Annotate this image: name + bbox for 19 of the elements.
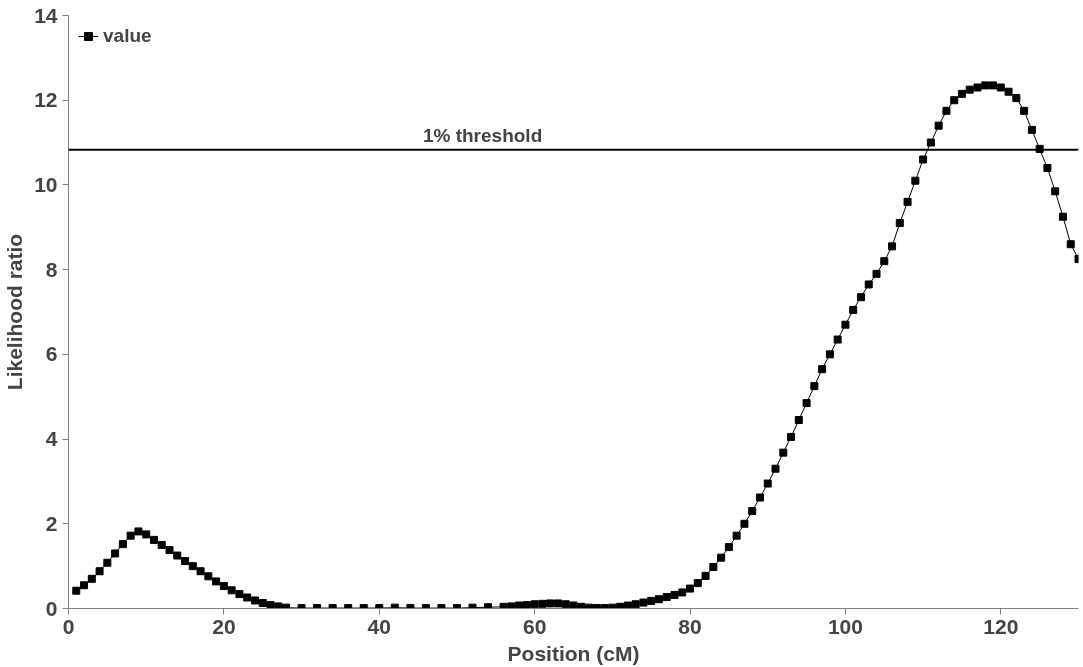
y-tick-label: 8: [45, 257, 58, 281]
x-tick-label: 20: [212, 614, 236, 638]
y-tick-label: 2: [45, 511, 58, 535]
legend-label: value: [103, 25, 152, 47]
y-tick-label: 12: [34, 88, 58, 112]
x-tick-label: 120: [983, 614, 1019, 638]
y-axis-title: Likelihood ratio: [3, 233, 27, 391]
y-tick-label: 4: [45, 427, 58, 451]
x-tick-label: 80: [678, 614, 702, 638]
x-tick-label: 60: [522, 614, 547, 638]
y-tick-label: 10: [34, 172, 58, 196]
x-axis-title: Position (cM): [507, 641, 640, 665]
y-tick-label: 14: [34, 3, 58, 27]
y-tick-label: 0: [45, 596, 58, 620]
y-tick-label: 6: [45, 342, 58, 366]
x-tick-label: 40: [367, 614, 391, 638]
x-tick-label: 0: [62, 614, 75, 638]
x-tick-label: 100: [827, 614, 863, 638]
ref-line-label: 1% threshold: [422, 124, 543, 146]
